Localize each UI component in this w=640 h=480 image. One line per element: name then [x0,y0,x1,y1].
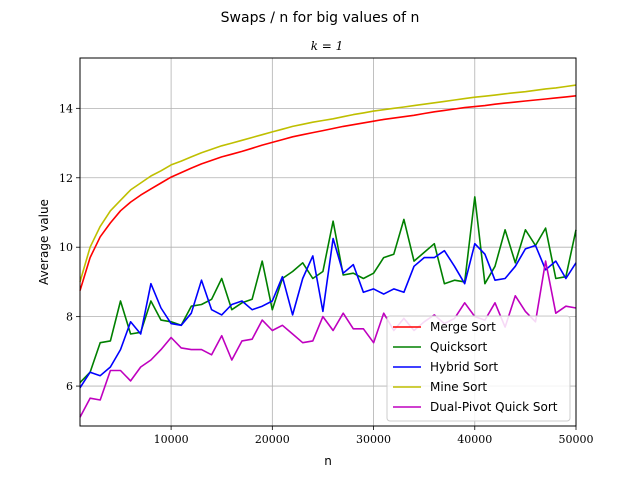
x-axis-label: n [324,454,332,468]
legend: Merge Sort Quicksort Hybrid Sort Mine Sort D… [386,315,571,422]
series-line-quicksort [79,196,577,384]
legend-entry: Mine Sort [430,380,487,394]
x-tick-label: 50000 [559,433,594,446]
series-line-merge-sort [79,95,577,291]
y-axis-label: Average value [37,199,51,285]
chart-subtitle: k = 1 [311,39,344,53]
legend-entry: Hybrid Sort [430,360,498,374]
x-tick-label: 10000 [154,433,189,446]
legend-box [386,315,571,422]
series-lines [79,84,577,418]
plot-frame [79,57,577,427]
legend-entry: Dual-Pivot Quick Sort [430,400,558,414]
y-tick-label: 6 [66,380,73,393]
y-tick-label: 8 [66,311,73,324]
y-tick-label: 14 [59,102,73,115]
x-tick-label: 30000 [356,433,391,446]
legend-entry: Merge Sort [430,320,496,334]
series-line-mine-sort [79,84,577,283]
y-tick-label: 10 [59,241,73,254]
tick-labels: 10000 20000 30000 40000 50000 6 8 10 12 14 [59,102,594,446]
x-tick-label: 40000 [457,433,492,446]
series-line-dual-pivot-quick-sort [79,260,577,418]
legend-entry: Quicksort [430,340,487,354]
series-line-hybrid-sort [79,237,577,389]
x-tick-label: 20000 [255,433,290,446]
chart-title: Swaps / n for big values of n [221,10,420,26]
y-tick-label: 12 [59,172,73,185]
